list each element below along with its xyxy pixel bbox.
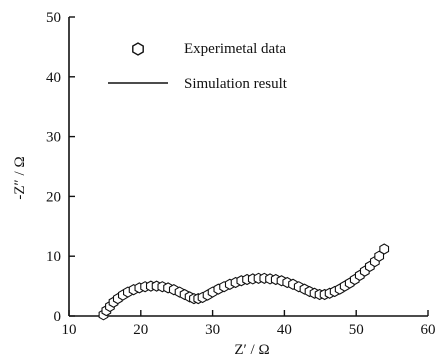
x-tick-label: 30: [205, 322, 220, 338]
y-axis-label: -Z″ / Ω: [12, 156, 28, 199]
y-tick-label: 50: [46, 10, 61, 26]
y-tick-label: 30: [46, 130, 61, 146]
legend-label-experimental: Experimetal data: [184, 41, 286, 57]
experimental-point: [379, 243, 390, 255]
x-tick-label: 40: [277, 322, 292, 338]
x-tick-label: 10: [62, 322, 77, 338]
x-tick-label: 60: [421, 322, 436, 338]
legend-hexagon-marker: [132, 42, 144, 56]
x-tick-label: 20: [133, 322, 148, 338]
y-tick-label: 20: [46, 189, 61, 205]
y-tick-label: 40: [46, 70, 61, 86]
x-tick-label: 50: [349, 322, 364, 338]
y-tick-label: 10: [46, 249, 61, 265]
experimental-series: [98, 243, 390, 321]
x-axis-label: Z′ / Ω: [234, 342, 269, 357]
legend: Experimetal data Simulation result: [108, 41, 288, 92]
axes: [68, 17, 428, 317]
y-tick-label: 0: [54, 309, 62, 325]
legend-label-simulation: Simulation result: [184, 76, 288, 92]
